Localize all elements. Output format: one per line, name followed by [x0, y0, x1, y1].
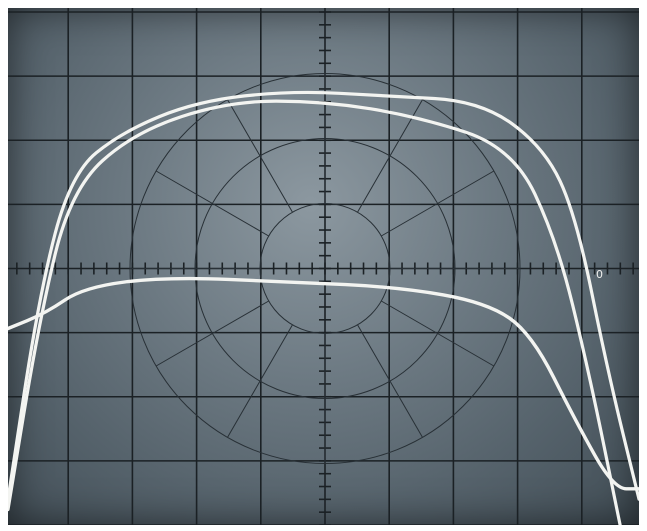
- reticle-right-marker: 0: [596, 268, 603, 281]
- radial-spoke: [381, 170, 495, 237]
- trace-group: [8, 90, 639, 525]
- radial-spoke: [227, 324, 293, 438]
- radial-spoke: [381, 300, 495, 367]
- radial-spoke: [155, 170, 269, 237]
- radial-spoke: [155, 300, 269, 367]
- graticule: [8, 8, 639, 525]
- scope-svg: 0: [8, 8, 639, 525]
- signal-trace-3: [8, 276, 639, 491]
- crt-screen: 0: [8, 8, 639, 525]
- signal-trace-1: [8, 90, 639, 501]
- radial-spoke: [227, 99, 293, 213]
- signal-trace-2: [8, 99, 622, 525]
- radial-spoke: [357, 324, 423, 438]
